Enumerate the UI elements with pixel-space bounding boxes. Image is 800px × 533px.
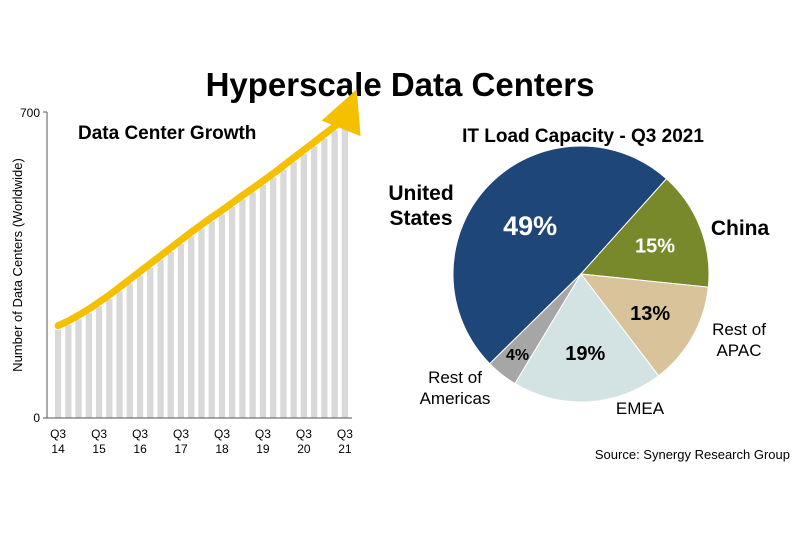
growth-bar [157,259,164,418]
growth-trend-arrow [54,89,361,330]
x-tick-label-year: 20 [297,442,311,456]
y-tick-label-min: 0 [33,411,40,425]
growth-bar [167,251,174,418]
x-tick-label-quarter: Q3 [255,427,271,441]
growth-bar [177,244,185,418]
x-tick-label-quarter: Q3 [132,427,148,441]
growth-bar [249,192,256,418]
growth-bar [95,306,103,418]
x-tick-label-year: 15 [92,442,106,456]
growth-bar [341,122,348,419]
growth-bar [54,329,62,418]
x-tick-label-quarter: Q3 [50,427,66,441]
growth-bar [147,267,154,418]
growth-bar [198,228,205,418]
x-tick-label-year: 21 [338,442,352,456]
x-tick-label-quarter: Q3 [91,427,107,441]
growth-bar [239,199,246,418]
x-tick-label-quarter: Q3 [296,427,312,441]
x-tick-label-year: 17 [174,442,188,456]
x-tick-label-quarter: Q3 [173,427,189,441]
growth-bar [136,275,144,418]
growth-bar [85,313,92,418]
growth-bar [116,291,123,418]
growth-bar [280,169,287,418]
growth-bar [208,221,215,418]
x-tick-label-year: 18 [215,442,229,456]
x-tick-label-year: 16 [133,442,147,456]
bar-chart-title: Data Center Growth [78,123,256,144]
growth-bar [311,146,318,418]
x-tick-label-quarter: Q3 [337,427,353,441]
main-title: Hyperscale Data Centers [205,66,595,103]
growth-bar [259,185,267,418]
x-tick-label-year: 19 [256,442,270,456]
growth-bar [106,299,113,418]
y-tick-label-max: 700 [20,106,40,120]
growth-bar [321,138,328,418]
growth-bar [126,283,133,418]
growth-bar [290,161,297,419]
growth-bar [331,130,338,418]
x-tick-label-year: 14 [51,442,65,456]
source-note: Source: Synergy Research Group [594,447,790,462]
growth-bar [65,324,72,418]
growth-bar [75,319,82,418]
growth-bar [229,206,236,418]
y-axis-label: Number of Data Centers (Worldwide) [10,158,25,372]
growth-bar [218,214,226,418]
growth-bar [300,154,307,418]
x-tick-label-quarter: Q3 [214,427,230,441]
growth-bar [270,177,277,418]
growth-bar [188,236,195,418]
